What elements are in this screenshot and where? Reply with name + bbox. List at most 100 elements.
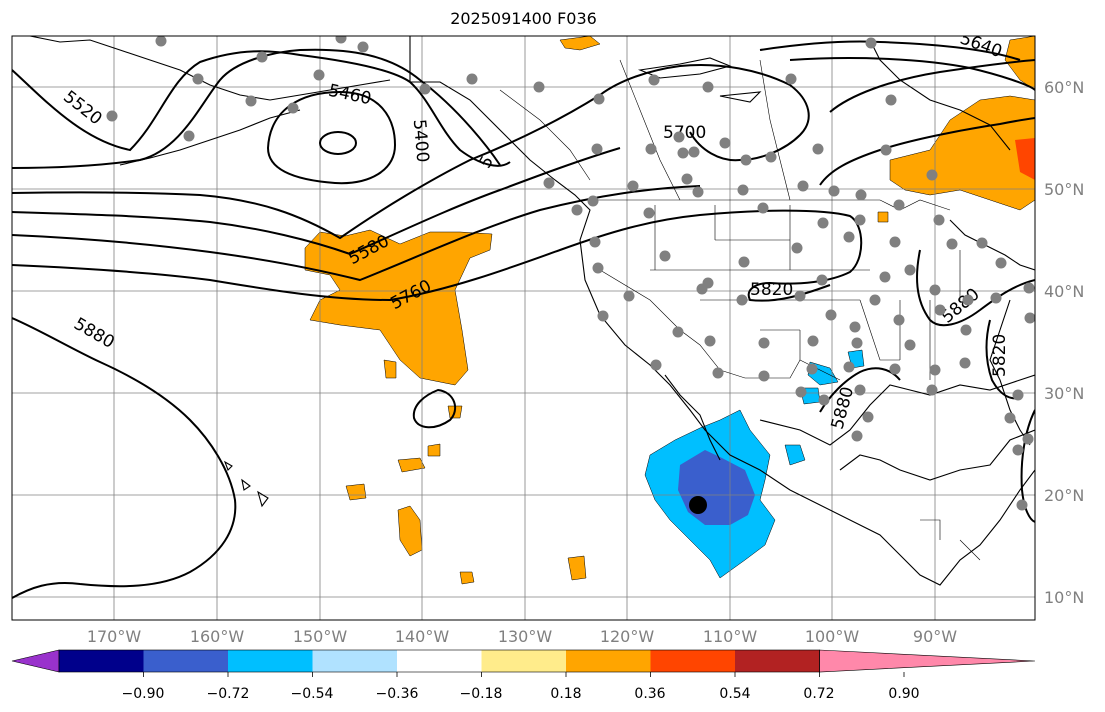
station-dot bbox=[688, 146, 700, 158]
station-dot bbox=[659, 250, 671, 262]
station-dot bbox=[817, 217, 829, 229]
station-dot bbox=[692, 186, 704, 198]
colorbar-tick-label: −0.36 bbox=[376, 686, 419, 702]
station-dot bbox=[806, 363, 818, 375]
colorbar-tick-label: −0.54 bbox=[291, 686, 334, 702]
station-dot bbox=[287, 102, 299, 114]
lon-label: 140°W bbox=[395, 627, 450, 646]
station-dot bbox=[962, 294, 974, 306]
lat-label: 50°N bbox=[1044, 180, 1084, 199]
station-dot bbox=[106, 110, 118, 122]
colorbar-segment bbox=[650, 650, 736, 672]
contour-label: 5880 bbox=[70, 314, 117, 353]
colorbar-segment bbox=[735, 650, 820, 672]
station-dot bbox=[946, 238, 958, 250]
station-dot bbox=[854, 214, 866, 226]
station-dot bbox=[843, 231, 855, 243]
station-dot bbox=[879, 271, 891, 283]
map-frame bbox=[11, 35, 1036, 621]
lat-label: 60°N bbox=[1044, 78, 1084, 97]
station-dot bbox=[737, 184, 749, 196]
station-dot bbox=[643, 207, 655, 219]
station-dot bbox=[885, 94, 897, 106]
lon-label: 100°W bbox=[805, 627, 860, 646]
colorbar-tick-label: 0.90 bbox=[888, 686, 919, 702]
station-dot bbox=[681, 173, 693, 185]
latitude-labels: 60°N 50°N 40°N 30°N 20°N 10°N bbox=[1044, 78, 1084, 607]
station-dot bbox=[593, 93, 605, 105]
height-contours bbox=[12, 40, 1035, 599]
station-dot bbox=[976, 237, 988, 249]
contour-label: 5640 bbox=[957, 29, 1004, 63]
colorbar-segment bbox=[566, 650, 651, 672]
colorbar-tick-label: 0.54 bbox=[719, 686, 750, 702]
colorbar-tick-label: 0.36 bbox=[634, 686, 665, 702]
station-dot bbox=[851, 337, 863, 349]
station-dot bbox=[816, 274, 828, 286]
station-dot bbox=[672, 326, 684, 338]
strong-positive-anomaly-fill bbox=[1015, 138, 1035, 180]
colorbar-tick-label: 0.18 bbox=[550, 686, 581, 702]
colorbar-segment bbox=[397, 650, 482, 672]
colorbar-extend-high bbox=[819, 649, 1036, 673]
colorbar-outline bbox=[58, 649, 820, 673]
station-dot bbox=[933, 214, 945, 226]
lon-label: 130°W bbox=[498, 627, 553, 646]
station-dot bbox=[357, 41, 369, 53]
contour-label: 5400 bbox=[409, 118, 433, 163]
station-dot bbox=[1004, 412, 1016, 424]
coastlines bbox=[29, 36, 1035, 586]
station-dot bbox=[849, 321, 861, 333]
colorbar-segment bbox=[312, 650, 398, 672]
lon-label: 120°W bbox=[600, 627, 655, 646]
station-dot bbox=[702, 277, 714, 289]
station-dot bbox=[1016, 499, 1028, 511]
station-dot bbox=[869, 294, 881, 306]
contour-label: 5820 bbox=[750, 280, 793, 300]
station-dot bbox=[791, 242, 803, 254]
contour-label: 5520 bbox=[59, 87, 105, 129]
station-dot bbox=[765, 151, 777, 163]
station-dot bbox=[645, 143, 657, 155]
station-dot bbox=[926, 169, 938, 181]
station-dot bbox=[758, 337, 770, 349]
station-dot bbox=[893, 314, 905, 326]
lon-label: 90°W bbox=[913, 627, 957, 646]
lat-label: 10°N bbox=[1044, 588, 1084, 607]
lat-label: 30°N bbox=[1044, 384, 1084, 403]
station-dot bbox=[740, 154, 752, 166]
lon-label: 110°W bbox=[703, 627, 758, 646]
station-dot bbox=[704, 335, 716, 347]
station-dot bbox=[865, 37, 877, 49]
station-dot bbox=[1022, 433, 1034, 445]
station-dot bbox=[587, 195, 599, 207]
station-dot bbox=[719, 137, 731, 149]
station-dot bbox=[926, 384, 938, 396]
colorbar-tick-label: −0.90 bbox=[122, 686, 165, 702]
station-dot bbox=[591, 143, 603, 155]
station-dot bbox=[851, 430, 863, 442]
station-dot bbox=[960, 324, 972, 336]
station-dot bbox=[589, 236, 601, 248]
colorbar-segment bbox=[481, 650, 567, 672]
station-dot bbox=[904, 339, 916, 351]
colorbar-tick-label: 0.72 bbox=[803, 686, 834, 702]
station-dot bbox=[1012, 444, 1024, 456]
lon-label: 160°W bbox=[190, 627, 245, 646]
station-dot bbox=[533, 81, 545, 93]
station-dot bbox=[757, 202, 769, 214]
map-title: 2025091400 F036 bbox=[450, 9, 597, 28]
lon-label: 150°W bbox=[293, 627, 348, 646]
station-dot bbox=[1023, 282, 1035, 294]
station-dot bbox=[818, 394, 830, 406]
contour-labels: 5520 5460 5400 5 5700 5640 5580 5760 582… bbox=[59, 29, 1010, 432]
station-dot bbox=[785, 73, 797, 85]
station-dot bbox=[797, 180, 809, 192]
station-dot bbox=[995, 257, 1007, 269]
station-dot bbox=[929, 364, 941, 376]
station-dot bbox=[673, 131, 685, 143]
lat-label: 20°N bbox=[1044, 486, 1084, 505]
station-dot bbox=[419, 83, 431, 95]
negative-anomaly-fill bbox=[644, 349, 865, 579]
station-dot bbox=[825, 309, 837, 321]
